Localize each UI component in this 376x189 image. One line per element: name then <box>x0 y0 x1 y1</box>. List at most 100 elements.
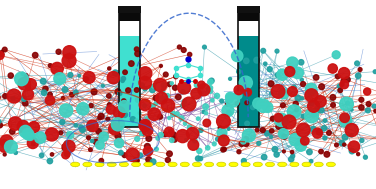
Point <box>106 94 112 98</box>
Point <box>264 132 270 135</box>
Point <box>171 133 177 136</box>
Point <box>121 105 127 108</box>
Point <box>280 92 287 95</box>
Point <box>186 53 193 56</box>
Point <box>125 89 131 92</box>
Circle shape <box>314 162 323 167</box>
Point <box>62 88 68 91</box>
Point <box>89 124 96 127</box>
Point <box>150 160 156 163</box>
Point <box>217 126 223 129</box>
Point <box>106 67 112 70</box>
Point <box>116 142 122 145</box>
Point <box>150 104 156 107</box>
Point <box>244 122 250 125</box>
Point <box>230 99 236 102</box>
Point <box>245 91 251 94</box>
Point <box>20 125 26 128</box>
Point <box>142 103 148 106</box>
Point <box>179 117 185 120</box>
Point <box>335 75 341 78</box>
Circle shape <box>144 162 153 167</box>
Point <box>21 97 27 100</box>
Point <box>121 154 127 157</box>
Point <box>30 142 36 145</box>
Point <box>349 108 355 111</box>
Point <box>142 81 148 84</box>
Point <box>342 116 348 119</box>
Point <box>110 76 116 79</box>
Point <box>278 118 284 121</box>
Point <box>190 143 196 146</box>
Point <box>275 90 281 93</box>
Point <box>91 90 97 93</box>
Point <box>97 116 103 119</box>
Point <box>196 149 202 153</box>
Point <box>76 74 82 77</box>
Point <box>310 128 316 131</box>
Point <box>118 151 124 154</box>
Point <box>242 82 248 85</box>
Point <box>174 113 180 116</box>
Point <box>224 103 230 106</box>
Point <box>321 127 327 130</box>
Point <box>351 145 357 148</box>
Point <box>168 130 174 133</box>
Point <box>135 98 141 101</box>
Point <box>108 108 114 111</box>
Point <box>37 136 43 139</box>
Point <box>269 129 275 132</box>
Point <box>79 128 85 131</box>
Point <box>281 150 287 153</box>
Point <box>159 97 165 100</box>
Point <box>27 134 33 137</box>
Point <box>143 123 149 126</box>
Point <box>186 102 192 105</box>
Point <box>105 118 111 121</box>
Point <box>42 87 49 90</box>
Point <box>18 77 24 81</box>
Point <box>0 53 5 56</box>
Point <box>13 151 19 154</box>
Point <box>66 145 72 148</box>
Point <box>83 78 89 81</box>
Point <box>190 132 196 135</box>
Circle shape <box>168 162 177 167</box>
Point <box>226 127 232 130</box>
Point <box>115 90 121 93</box>
Point <box>292 138 298 141</box>
Point <box>268 92 274 95</box>
Point <box>286 120 292 123</box>
Point <box>341 72 347 75</box>
Point <box>73 124 79 127</box>
Point <box>281 135 287 138</box>
Point <box>151 113 157 116</box>
Point <box>209 79 215 82</box>
Point <box>272 148 278 151</box>
Point <box>114 130 120 133</box>
Point <box>289 150 295 153</box>
Point <box>147 131 153 134</box>
Point <box>150 106 156 109</box>
Point <box>165 94 171 97</box>
Point <box>133 48 139 51</box>
Point <box>115 134 121 137</box>
Point <box>22 102 28 105</box>
Point <box>227 99 233 102</box>
Point <box>291 110 297 113</box>
Point <box>0 120 2 123</box>
Point <box>180 90 186 93</box>
Point <box>99 159 105 162</box>
Point <box>240 140 246 143</box>
Point <box>337 89 343 92</box>
Point <box>293 102 299 105</box>
Circle shape <box>205 162 214 167</box>
Circle shape <box>83 162 92 167</box>
Circle shape <box>241 162 250 167</box>
Point <box>64 153 70 156</box>
Point <box>144 129 150 132</box>
Point <box>340 79 346 82</box>
Point <box>166 116 172 119</box>
Circle shape <box>156 162 165 167</box>
Point <box>349 134 355 137</box>
